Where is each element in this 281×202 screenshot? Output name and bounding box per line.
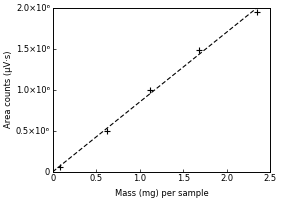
Y-axis label: Area counts (µV·s): Area counts (µV·s) [4, 51, 13, 128]
X-axis label: Mass (mg) per sample: Mass (mg) per sample [115, 189, 209, 198]
